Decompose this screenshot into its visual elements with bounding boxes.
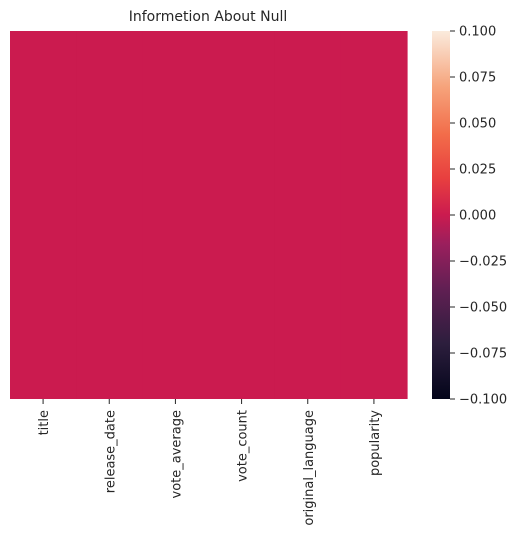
x-tick-label: title bbox=[37, 410, 52, 435]
heatmap-cell-original-language bbox=[274, 31, 342, 399]
heatmap-cell-vote-average bbox=[142, 31, 210, 399]
colorbar-tick-label: 0.025 bbox=[459, 163, 496, 178]
x-tick-label: release_date bbox=[103, 410, 118, 493]
heatmap-cell-vote-count bbox=[208, 31, 276, 399]
colorbar-tick-label: −0.025 bbox=[459, 255, 507, 270]
heatmap-cells bbox=[10, 31, 408, 399]
chart-title: Informetion About Null bbox=[129, 9, 288, 25]
colorbar-tick-label: −0.100 bbox=[459, 393, 507, 408]
x-tick-label: original_language bbox=[302, 410, 317, 526]
x-tick-label: vote_count bbox=[236, 410, 251, 482]
x-tick-label: vote_average bbox=[169, 410, 184, 498]
colorbar-tick-label: 0.050 bbox=[459, 117, 496, 132]
x-tick-label: popularity bbox=[368, 410, 383, 476]
colorbar-tick-label: 0.100 bbox=[459, 25, 496, 40]
colorbar-tick-label: −0.075 bbox=[459, 347, 507, 362]
colorbar-ticks: 0.100 0.075 0.050 0.025 0.000 −0.025 −0.050 −0.… bbox=[450, 25, 507, 408]
heatmap-cell-title bbox=[10, 31, 77, 399]
colorbar-tick-label: −0.050 bbox=[459, 301, 507, 316]
colorbar bbox=[432, 31, 450, 399]
colorbar-tick-label: 0.075 bbox=[459, 71, 496, 86]
colorbar-tick-label: 0.000 bbox=[459, 209, 496, 224]
x-axis-ticks: title release_date vote_average vote_count o… bbox=[37, 399, 383, 526]
heatmap-cell-popularity bbox=[340, 31, 408, 399]
heatmap-cell-release-date bbox=[76, 31, 143, 399]
